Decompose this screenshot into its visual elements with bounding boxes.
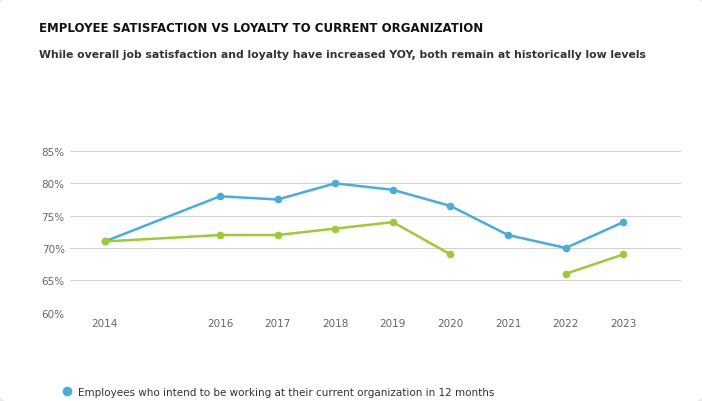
Text: EMPLOYEE SATISFACTION VS LOYALTY TO CURRENT ORGANIZATION: EMPLOYEE SATISFACTION VS LOYALTY TO CURR… xyxy=(39,22,483,35)
Text: While overall job satisfaction and loyalty have increased YOY, both remain at hi: While overall job satisfaction and loyal… xyxy=(39,50,645,60)
Legend: Employees who intend to be working at their current organization in 12 months, E: Employees who intend to be working at th… xyxy=(63,387,494,401)
